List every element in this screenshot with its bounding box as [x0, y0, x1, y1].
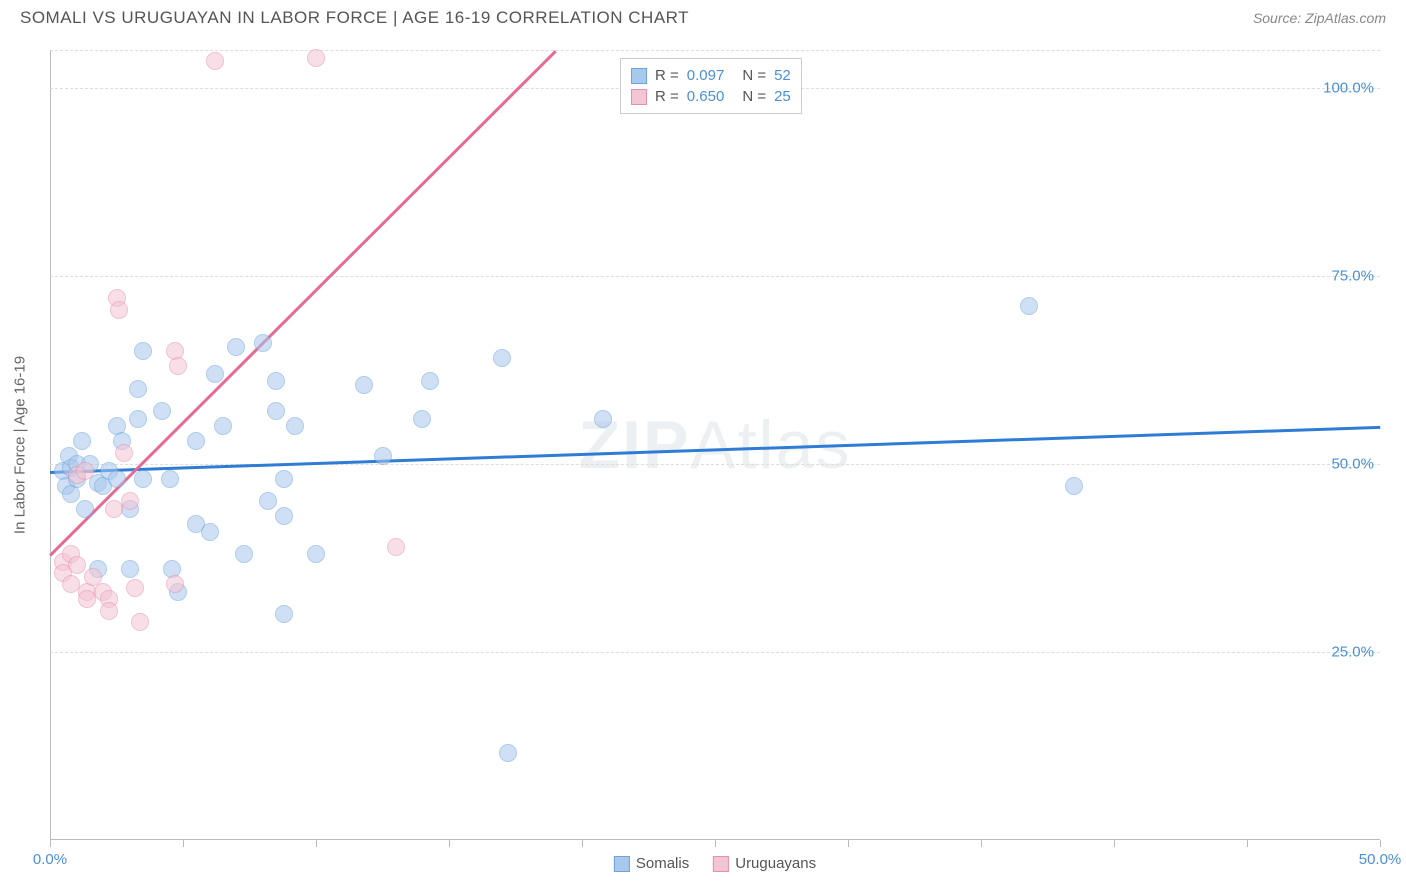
x-tick — [1114, 840, 1115, 847]
trend-line — [50, 426, 1380, 474]
x-tick — [183, 840, 184, 847]
data-point — [214, 417, 232, 435]
legend-swatch — [713, 856, 729, 872]
y-axis-line — [50, 50, 51, 840]
data-point — [493, 349, 511, 367]
data-point — [227, 338, 245, 356]
data-point — [187, 432, 205, 450]
data-point — [126, 579, 144, 597]
y-tick-label: 100.0% — [1323, 79, 1374, 96]
data-point — [131, 613, 149, 631]
data-point — [76, 462, 94, 480]
data-point — [134, 342, 152, 360]
data-point — [235, 545, 253, 563]
plot-area: ZIPAtlas In Labor Force | Age 16-19 25.0… — [50, 50, 1380, 840]
data-point — [275, 507, 293, 525]
data-point — [374, 447, 392, 465]
x-tick — [981, 840, 982, 847]
data-point — [421, 372, 439, 390]
data-point — [267, 402, 285, 420]
data-point — [1020, 297, 1038, 315]
data-point — [161, 470, 179, 488]
data-point — [254, 334, 272, 352]
data-point — [286, 417, 304, 435]
data-point — [201, 523, 219, 541]
data-point — [115, 444, 133, 462]
data-point — [387, 538, 405, 556]
data-point — [594, 410, 612, 428]
x-tick-label: 0.0% — [33, 851, 67, 868]
gridline — [50, 652, 1380, 653]
y-tick-label: 75.0% — [1331, 267, 1374, 284]
data-point — [153, 402, 171, 420]
data-point — [108, 470, 126, 488]
x-tick — [582, 840, 583, 847]
x-tick — [1380, 840, 1381, 847]
data-point — [134, 470, 152, 488]
data-point — [206, 365, 224, 383]
data-point — [129, 380, 147, 398]
source-label: Source: ZipAtlas.com — [1253, 10, 1386, 26]
x-tick — [449, 840, 450, 847]
legend-row: R = 0.650N = 25 — [631, 86, 791, 107]
legend-swatch — [631, 68, 647, 84]
data-point — [68, 556, 86, 574]
legend-item: Uruguayans — [713, 855, 816, 872]
data-point — [275, 605, 293, 623]
data-point — [73, 432, 91, 450]
data-point — [259, 492, 277, 510]
data-point — [267, 372, 285, 390]
chart-title: SOMALI VS URUGUAYAN IN LABOR FORCE | AGE… — [20, 8, 689, 28]
data-point — [100, 602, 118, 620]
legend-swatch — [631, 89, 647, 105]
y-tick-label: 25.0% — [1331, 643, 1374, 660]
legend-label: Uruguayans — [735, 855, 816, 872]
data-point — [121, 560, 139, 578]
x-tick — [848, 840, 849, 847]
data-point — [166, 575, 184, 593]
data-point — [206, 52, 224, 70]
data-point — [413, 410, 431, 428]
chart-container: ZIPAtlas In Labor Force | Age 16-19 25.0… — [50, 50, 1380, 840]
gridline — [50, 50, 1380, 51]
x-tick-label: 50.0% — [1359, 851, 1402, 868]
data-point — [499, 744, 517, 762]
data-point — [76, 500, 94, 518]
data-point — [169, 357, 187, 375]
legend-label: Somalis — [636, 855, 689, 872]
data-point — [110, 301, 128, 319]
data-point — [129, 410, 147, 428]
data-point — [121, 492, 139, 510]
header: SOMALI VS URUGUAYAN IN LABOR FORCE | AGE… — [0, 0, 1406, 32]
x-tick — [316, 840, 317, 847]
legend-item: Somalis — [614, 855, 689, 872]
x-tick — [1247, 840, 1248, 847]
data-point — [307, 49, 325, 67]
series-legend: Somalis Uruguayans — [614, 855, 816, 872]
y-tick-label: 50.0% — [1331, 455, 1374, 472]
x-tick — [715, 840, 716, 847]
legend-swatch — [614, 856, 630, 872]
y-axis-label: In Labor Force | Age 16-19 — [12, 356, 29, 534]
correlation-legend: R = 0.097N = 52R = 0.650N = 25 — [620, 58, 802, 114]
x-tick — [50, 840, 51, 847]
data-point — [1065, 477, 1083, 495]
legend-row: R = 0.097N = 52 — [631, 65, 791, 86]
data-point — [275, 470, 293, 488]
gridline — [50, 276, 1380, 277]
data-point — [355, 376, 373, 394]
data-point — [307, 545, 325, 563]
